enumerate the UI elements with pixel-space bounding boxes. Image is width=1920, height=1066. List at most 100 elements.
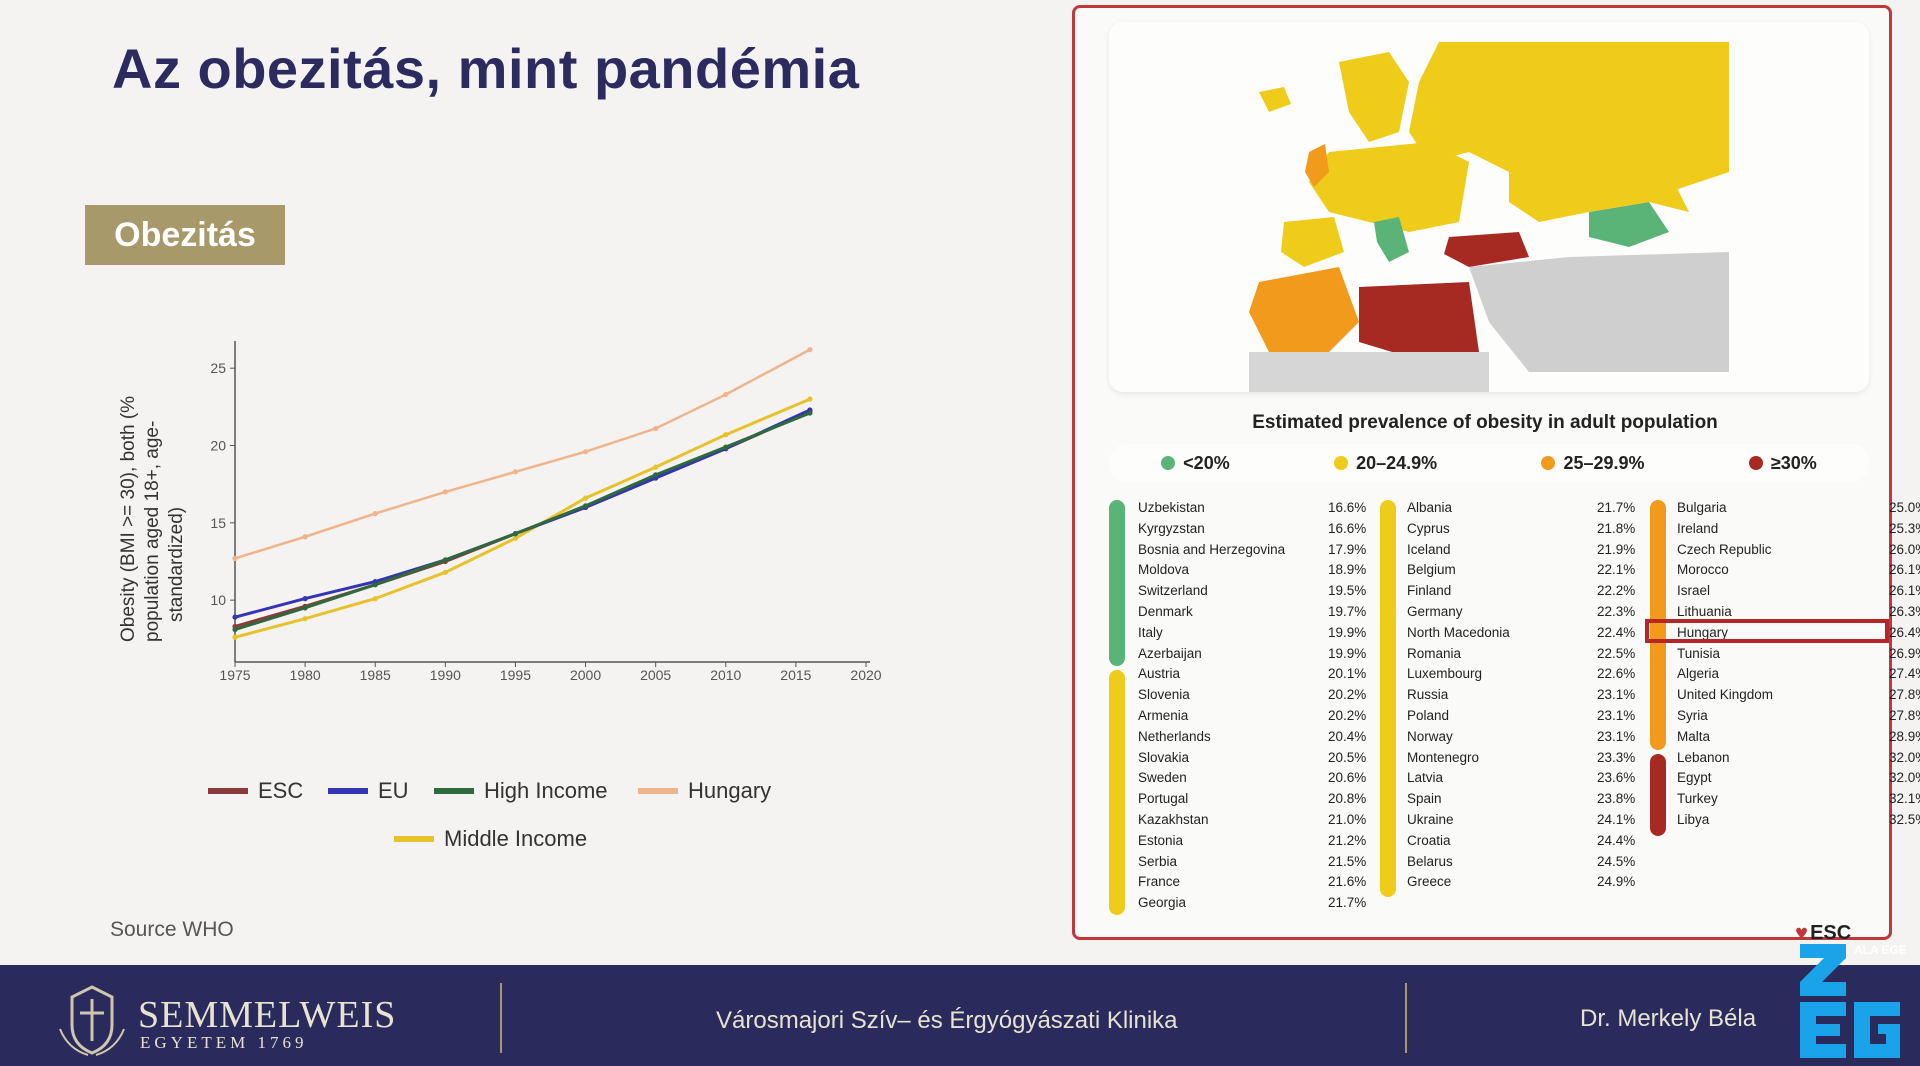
category-legend: <20% 20–24.9% 25–29.9% ≥30% bbox=[1109, 444, 1869, 482]
map-region-middle-east bbox=[1469, 252, 1729, 372]
legend-swatch bbox=[638, 788, 678, 794]
country-value: 21.2% bbox=[1328, 832, 1367, 848]
country-name: Slovenia bbox=[1138, 687, 1190, 703]
country-row: Belarus 24.5% bbox=[1407, 852, 1637, 873]
legend-item-esc: ESC bbox=[208, 778, 303, 804]
country-value: 28.9% bbox=[1889, 728, 1920, 744]
legend-swatch bbox=[434, 788, 474, 794]
country-name: Uzbekistan bbox=[1138, 500, 1205, 515]
country-name: Germany bbox=[1407, 603, 1463, 619]
country-name: Hungary bbox=[1677, 624, 1729, 640]
series-line-high-income bbox=[234, 411, 811, 631]
country-value: 16.6% bbox=[1328, 520, 1367, 536]
country-value: 19.9% bbox=[1328, 624, 1367, 640]
country-value: 17.9% bbox=[1328, 541, 1367, 557]
country-value: 21.0% bbox=[1328, 811, 1367, 827]
country-row: Finland 22.2% bbox=[1407, 581, 1637, 602]
legend-label: EU bbox=[378, 778, 409, 803]
country-value: 23.8% bbox=[1597, 791, 1636, 807]
country-name: Belgium bbox=[1407, 562, 1456, 578]
country-value: 19.7% bbox=[1328, 603, 1367, 619]
map-region-maghreb bbox=[1249, 267, 1359, 362]
x-tick-label: 2010 bbox=[710, 667, 741, 683]
series-point bbox=[302, 534, 308, 540]
country-value: 22.6% bbox=[1597, 666, 1636, 682]
map-region-libya-egypt bbox=[1359, 282, 1479, 357]
footer-divider bbox=[500, 983, 502, 1053]
series-line-eu bbox=[234, 408, 811, 619]
country-value: 25.0% bbox=[1889, 500, 1920, 515]
esc-prevalence-panel: Estimated prevalence of obesity in adult… bbox=[1072, 5, 1920, 940]
country-row: Spain 23.8% bbox=[1407, 789, 1637, 810]
university-crest-icon bbox=[59, 985, 125, 1056]
country-value: 27.4% bbox=[1889, 666, 1920, 682]
country-name: Bosnia and Herzegovina bbox=[1138, 541, 1286, 557]
country-row: Kazakhstan 21.0% bbox=[1138, 810, 1368, 831]
country-name: Syria bbox=[1677, 707, 1708, 723]
country-value: 32.0% bbox=[1889, 749, 1920, 765]
category-under-20: <20% bbox=[1161, 453, 1230, 474]
legend-swatch bbox=[328, 788, 368, 794]
country-value: 26.4% bbox=[1889, 624, 1920, 640]
zeg-corner-logo: ALA EGE RSZ bbox=[1800, 943, 1906, 1058]
map-region-iceland bbox=[1259, 87, 1291, 112]
legend-item-eu: EU bbox=[328, 778, 409, 804]
legend-label: Hungary bbox=[688, 778, 772, 803]
legend-label: Middle Income bbox=[444, 826, 588, 851]
country-value: 23.1% bbox=[1597, 728, 1636, 744]
country-name: Turkey bbox=[1677, 791, 1718, 807]
country-row: Moldova 18.9% bbox=[1138, 560, 1368, 581]
country-row: Norway 23.1% bbox=[1407, 727, 1637, 748]
panel-title: Estimated prevalence of obesity in adult… bbox=[1252, 412, 1718, 433]
country-row: Iceland 21.9% bbox=[1407, 540, 1637, 561]
country-row: Cyprus 21.8% bbox=[1407, 519, 1637, 540]
country-value: 20.2% bbox=[1328, 707, 1367, 723]
country-name: Albania bbox=[1407, 500, 1453, 515]
country-row: Turkey 32.1% bbox=[1677, 789, 1920, 810]
country-row: Ukraine 24.1% bbox=[1407, 810, 1637, 831]
series-point bbox=[807, 396, 813, 402]
country-value: 21.7% bbox=[1328, 895, 1367, 911]
country-name: Spain bbox=[1407, 791, 1442, 807]
x-tick-label: 1995 bbox=[500, 667, 531, 683]
country-name: Georgia bbox=[1138, 895, 1187, 911]
country-value: 21.6% bbox=[1328, 874, 1367, 890]
category-bar-orange bbox=[1650, 500, 1666, 750]
slide-title: Az obezitás, mint pandémia bbox=[112, 37, 860, 100]
category-label: 25–29.9% bbox=[1563, 452, 1645, 473]
legend-label: High Income bbox=[484, 778, 608, 803]
series-point bbox=[232, 614, 238, 620]
country-value: 22.2% bbox=[1597, 583, 1636, 599]
legend-label: ESC bbox=[258, 778, 304, 803]
hungary-highlight-box bbox=[1645, 619, 1889, 643]
series-point bbox=[653, 425, 659, 432]
country-value: 21.7% bbox=[1597, 500, 1636, 515]
legend-item-middle-income: Middle Income bbox=[394, 826, 587, 852]
category-dot bbox=[1161, 456, 1176, 470]
country-name: Russia bbox=[1407, 687, 1449, 703]
country-row: Montenegro 23.3% bbox=[1407, 748, 1637, 769]
country-value: 21.5% bbox=[1328, 853, 1367, 869]
country-row: Algeria 27.4% bbox=[1677, 664, 1920, 685]
country-value: 20.1% bbox=[1328, 666, 1367, 682]
country-value: 20.2% bbox=[1328, 687, 1367, 703]
country-value: 19.9% bbox=[1328, 645, 1367, 661]
country-row: Croatia 24.4% bbox=[1407, 831, 1637, 852]
series-point bbox=[512, 469, 519, 475]
category-bar-green bbox=[1109, 500, 1125, 666]
obesity-line-chart: 1975 1980 1985 1990 1995 2000 2005 2010 2015 2020… bbox=[210, 341, 882, 683]
series-point bbox=[653, 472, 659, 478]
country-value: 32.0% bbox=[1889, 770, 1920, 786]
country-name: Malta bbox=[1677, 728, 1711, 744]
section-tag: Obezitás bbox=[85, 205, 285, 265]
x-tick-label: 2000 bbox=[570, 667, 601, 683]
series-point bbox=[582, 449, 589, 455]
country-row: Albania 21.7% bbox=[1407, 498, 1637, 519]
country-value: 22.4% bbox=[1597, 624, 1636, 640]
map-region-kazakhstan bbox=[1509, 172, 1689, 222]
country-name: Moldova bbox=[1138, 562, 1190, 578]
country-row: Lithuania 26.3% bbox=[1677, 602, 1920, 623]
country-row: Romania 22.5% bbox=[1407, 644, 1637, 665]
category-25-30: 25–29.9% bbox=[1541, 452, 1645, 474]
chart-y-axis-label: Obesity (BMI >= 30), both (% population … bbox=[110, 352, 210, 652]
